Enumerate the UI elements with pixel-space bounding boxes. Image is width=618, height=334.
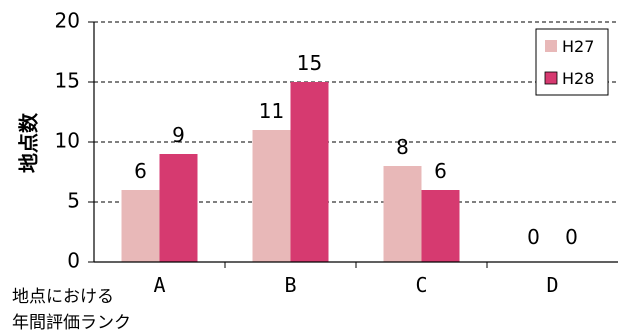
- x-tick-labels: A B C D: [153, 273, 558, 297]
- legend-swatch-h27: [545, 40, 557, 52]
- x-axis-label-line-2: 年間評価ランク: [12, 313, 131, 333]
- legend: H27 H28: [535, 28, 609, 96]
- data-label-h27-b: 11: [259, 99, 284, 123]
- data-label-h27-c: 8: [396, 135, 409, 159]
- bar-h27-c: [383, 166, 422, 262]
- bar-h27-b: [252, 130, 291, 262]
- x-tick-label-c: C: [415, 273, 427, 297]
- data-label-h28-b: 15: [297, 51, 322, 75]
- legend-swatch-h28: [544, 71, 558, 85]
- bar-h27-a: [121, 190, 160, 262]
- x-tick-label-d: D: [546, 273, 558, 297]
- y-axis-label: 地点数: [17, 112, 41, 173]
- bar-h28-b: [290, 82, 329, 262]
- axes: [88, 21, 618, 268]
- data-label-h27-d: 0: [527, 225, 540, 249]
- data-labels: 6 9 11 15 8 6 0 0: [134, 51, 578, 249]
- x-axis-label-line-1: 地点における: [12, 287, 114, 307]
- y-tick-labels: 0 5 10 15 20: [55, 9, 80, 273]
- bar-h28-c: [421, 190, 460, 262]
- bars: [121, 82, 460, 262]
- data-label-h28-c: 6: [434, 159, 447, 183]
- legend-label-h28: H28: [562, 69, 594, 88]
- gridlines: [94, 21, 618, 203]
- x-tick-label-b: B: [284, 273, 296, 297]
- y-tick-label-15: 15: [55, 69, 80, 93]
- data-label-h28-d: 0: [565, 225, 578, 249]
- bar-h28-a: [159, 154, 198, 262]
- y-tick-label-0: 0: [67, 249, 80, 273]
- data-label-h27-a: 6: [134, 159, 147, 183]
- data-label-h28-a: 9: [172, 123, 185, 147]
- y-tick-label-5: 5: [67, 189, 80, 213]
- x-tick-label-a: A: [153, 273, 165, 297]
- legend-label-h27: H27: [562, 37, 594, 56]
- y-tick-label-10: 10: [55, 129, 80, 153]
- y-tick-label-20: 20: [55, 9, 80, 33]
